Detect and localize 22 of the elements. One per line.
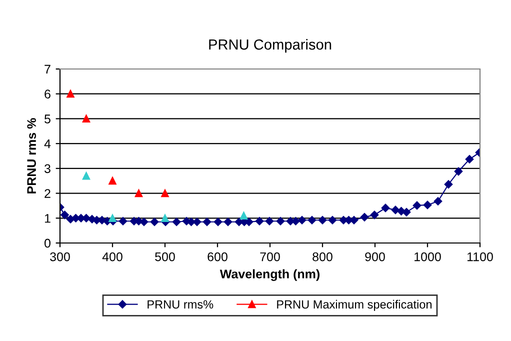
legend-label: PRNU rms% [148, 300, 214, 309]
x-tick-label: 500 [155, 252, 175, 262]
y-tick-label: 3 [44, 164, 50, 174]
x-axis-title: Wavelength (nm) [220, 269, 320, 281]
x-tick-label: 900 [365, 252, 385, 262]
y-tick-label: 7 [44, 64, 50, 74]
y-tick-label: 2 [44, 189, 50, 198]
y-tick-label: 0 [44, 238, 50, 248]
x-tick-label: 1000 [414, 252, 441, 262]
x-tick-label: 400 [102, 252, 122, 262]
y-tick-label: 4 [44, 140, 51, 148]
y-tick-label: 5 [44, 114, 50, 124]
chart-title: PRNU Comparison [209, 38, 332, 53]
x-tick-label: 700 [260, 252, 280, 262]
x-tick-label: 600 [208, 252, 228, 262]
x-tick-label: 300 [50, 252, 70, 262]
y-tick-label: 6 [44, 90, 50, 99]
legend-label: PRNU Maximum specification [277, 300, 432, 311]
x-tick-label: 800 [312, 252, 332, 262]
y-tick-label: 1 [44, 214, 50, 223]
x-tick-label: 1100 [468, 252, 493, 262]
y-axis-title: PRNU rms % [27, 118, 36, 194]
